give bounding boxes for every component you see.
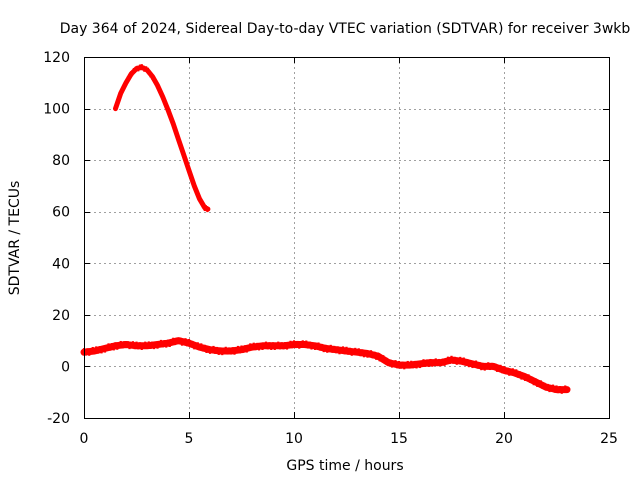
series-line [80,337,571,394]
x-tick-label: 20 [495,431,513,447]
data-layer [80,64,571,394]
y-tick-label: 40 [52,256,70,272]
x-tick-label: 15 [390,431,408,447]
y-tick-label: 0 [61,359,70,375]
y-tick-label: 120 [43,50,70,66]
plot-frame [84,57,610,419]
x-tick-label: 25 [600,431,618,447]
y-axis-title: SDTVAR / TECUs [7,181,23,296]
x-tick-label: 10 [285,431,303,447]
grid-lines [84,57,609,418]
y-tick-label: -20 [47,411,70,427]
series-line [113,64,211,212]
chart-title: Day 364 of 2024, Sidereal Day-to-day VTE… [60,21,631,37]
y-tick-label: 80 [52,153,70,169]
series-arc-high [113,64,211,213]
y-tick-label: 60 [52,205,70,221]
ticks [84,57,610,419]
x-tick-label: 0 [80,431,89,447]
tick-labels: 0 5 10 15 20 25 -20 0 20 40 60 80 100 120 [43,50,618,447]
x-tick-label: 5 [185,431,194,447]
series-main-band [80,337,571,394]
x-axis-title: GPS time / hours [286,458,403,474]
y-tick-label: 20 [52,308,70,324]
y-tick-label: 100 [43,102,70,118]
